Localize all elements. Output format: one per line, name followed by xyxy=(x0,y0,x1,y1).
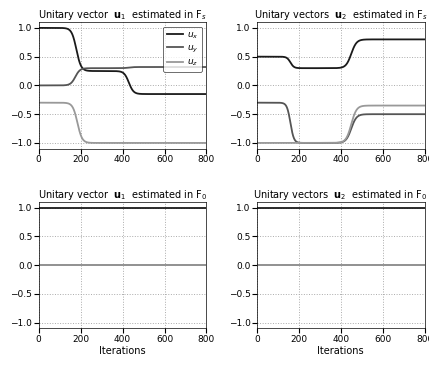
X-axis label: Iterations: Iterations xyxy=(317,346,364,356)
Legend: $u_x$, $u_y$, $u_z$: $u_x$, $u_y$, $u_z$ xyxy=(163,27,202,72)
Title: Unitary vectors  $\mathbf{u}_2$  estimated in F$_s$: Unitary vectors $\mathbf{u}_2$ estimated… xyxy=(254,8,428,22)
Title: Unitary vector  $\mathbf{u}_1$  estimated in F$_0$: Unitary vector $\mathbf{u}_1$ estimated … xyxy=(38,188,207,202)
Title: Unitary vectors  $\mathbf{u}_2$  estimated in F$_0$: Unitary vectors $\mathbf{u}_2$ estimated… xyxy=(254,188,428,202)
Title: Unitary vector  $\mathbf{u}_1$  estimated in F$_s$: Unitary vector $\mathbf{u}_1$ estimated … xyxy=(38,8,207,22)
X-axis label: Iterations: Iterations xyxy=(99,346,146,356)
